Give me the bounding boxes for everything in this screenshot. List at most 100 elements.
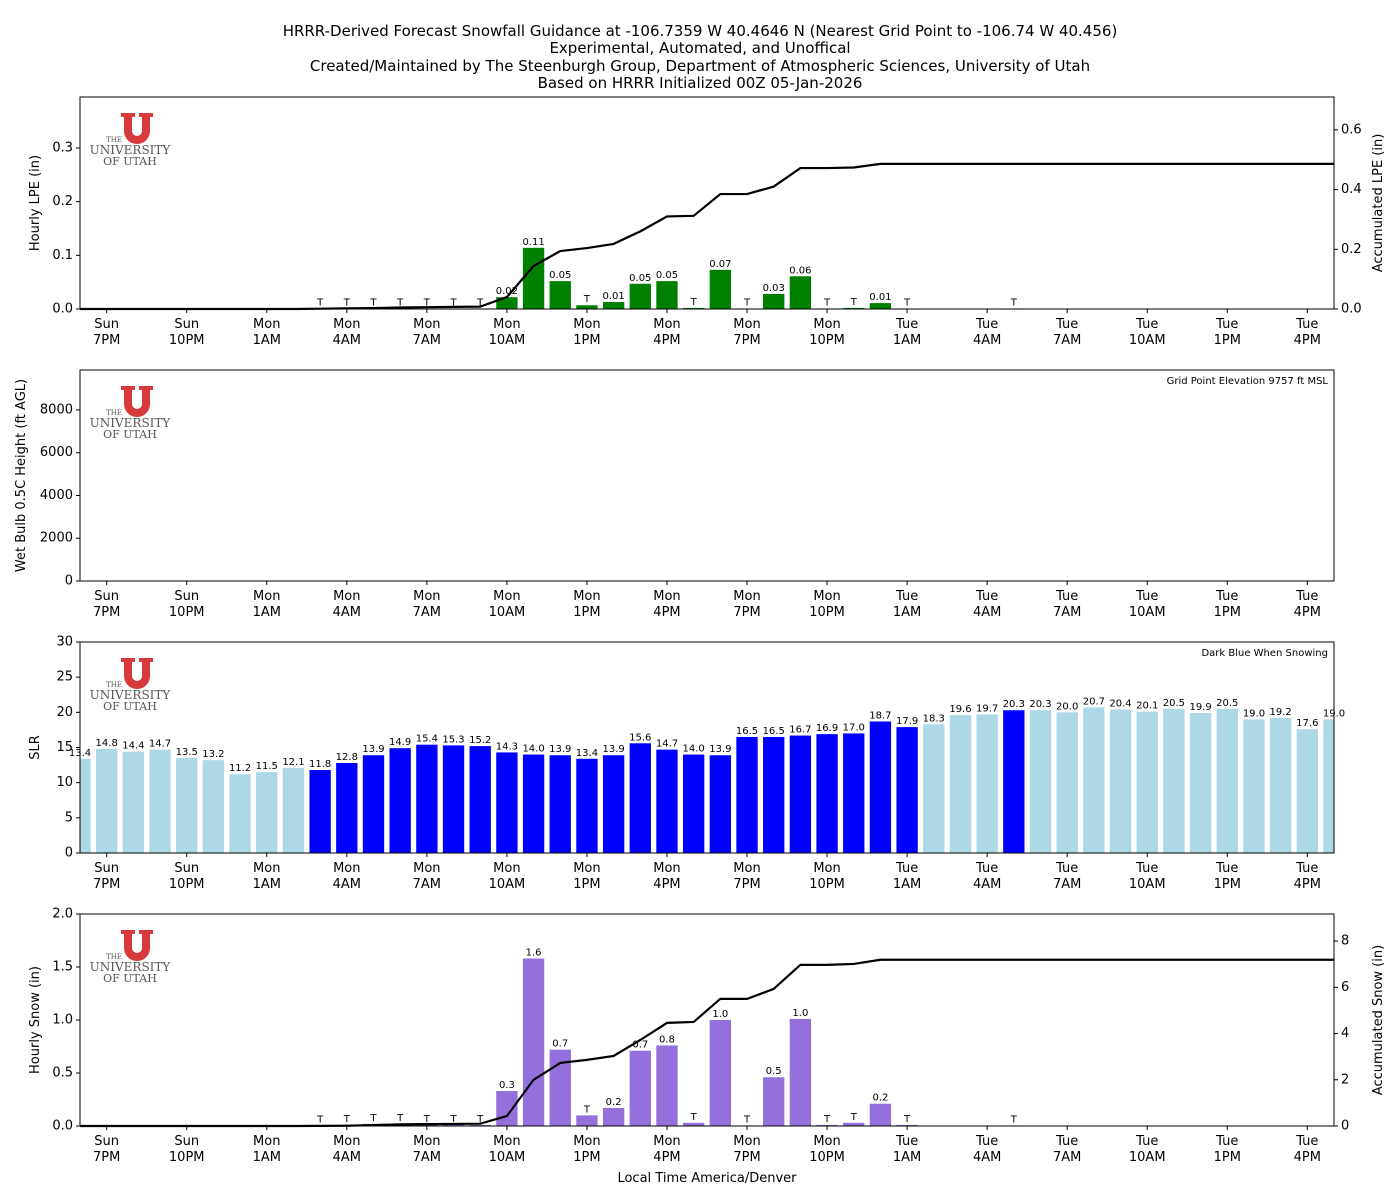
value-label: 14.4 xyxy=(122,741,144,752)
x-tick-label: Tue 10AM xyxy=(1128,589,1166,620)
value-label: 12.8 xyxy=(336,752,358,763)
bar xyxy=(496,1091,518,1126)
value-label: 20.7 xyxy=(1083,696,1105,707)
x-tick-label: Mon 10AM xyxy=(488,317,526,348)
bar xyxy=(362,755,385,853)
value-label: T xyxy=(690,1112,698,1123)
bar xyxy=(789,276,812,309)
bar xyxy=(576,305,598,309)
y-tick-label: 4000 xyxy=(40,488,73,503)
value-label: 11.8 xyxy=(309,759,331,770)
bar xyxy=(682,1122,705,1126)
bar xyxy=(629,1050,651,1126)
y-tick-label: 0.0 xyxy=(52,302,73,317)
value-label: 15.3 xyxy=(442,734,464,745)
value-label: 1.6 xyxy=(526,948,542,959)
y-tick-label: 2000 xyxy=(40,531,73,546)
x-tick-label: Mon 10AM xyxy=(488,861,526,892)
value-label: T xyxy=(850,1112,858,1123)
x-tick-label: Tue 1AM xyxy=(892,861,922,892)
bar xyxy=(549,755,571,853)
value-label: 18.3 xyxy=(923,713,945,724)
bar xyxy=(629,743,651,853)
value-label: 20.0 xyxy=(1056,701,1078,712)
y2-axis-label: Accumulated LPE (in) xyxy=(1371,134,1386,273)
y-tick-label: 8000 xyxy=(40,402,73,417)
x-tick-label: Tue 7AM xyxy=(1052,317,1082,348)
bar xyxy=(202,760,225,853)
x-tick-label: Mon 7PM xyxy=(733,317,761,348)
value-label: 11.5 xyxy=(256,761,278,772)
logo-text: THE xyxy=(106,681,122,689)
bar xyxy=(682,754,705,853)
x-tick-label: Mon 4PM xyxy=(653,317,681,348)
y2-tick-label: 8 xyxy=(1341,934,1349,949)
logo-text: OF UTAH xyxy=(103,155,157,168)
x-tick-label: Tue 4PM xyxy=(1293,589,1321,620)
plot-frame xyxy=(79,913,1335,1127)
y-tick-label: 30 xyxy=(56,635,73,650)
x-tick-label: Mon 10PM xyxy=(809,589,845,620)
x-tick-label: Mon 1AM xyxy=(252,589,281,620)
x-tick-label: Mon 7AM xyxy=(412,1134,442,1165)
logo-text: THE xyxy=(106,953,122,961)
value-label: 0.05 xyxy=(549,270,571,281)
bar xyxy=(709,1020,732,1126)
value-label: 16.5 xyxy=(736,726,758,737)
bar xyxy=(522,958,545,1126)
x-tick-label: Mon 10PM xyxy=(809,1134,845,1165)
bar xyxy=(656,1045,678,1126)
bar xyxy=(896,727,918,853)
value-label: 0.5 xyxy=(766,1066,782,1077)
y-tick-label: 5 xyxy=(65,810,73,825)
bar xyxy=(923,724,945,853)
bar xyxy=(80,758,91,853)
value-label: 20.5 xyxy=(1163,698,1185,709)
bar xyxy=(656,281,678,309)
bar xyxy=(522,247,545,309)
value-label: 19.7 xyxy=(976,703,998,714)
x-tick-label: Tue 1AM xyxy=(892,317,922,348)
bar xyxy=(709,755,732,853)
value-label: T xyxy=(423,297,431,308)
logo-text: UNIVERSITY xyxy=(90,960,172,974)
x-tick-label: Tue 1PM xyxy=(1213,589,1241,620)
value-label: 14.0 xyxy=(522,744,544,755)
value-label: 13.9 xyxy=(709,744,731,755)
value-label: T xyxy=(449,1114,457,1125)
y2-tick-label: 0 xyxy=(1341,1119,1349,1134)
value-label: 13.9 xyxy=(362,744,384,755)
bar xyxy=(496,752,518,853)
x-tick-label: Tue 1PM xyxy=(1213,317,1241,348)
x-tick-label: Tue 4PM xyxy=(1293,1134,1321,1165)
x-tick-label: Tue 4PM xyxy=(1293,861,1321,892)
x-tick-label: Tue 7AM xyxy=(1052,861,1082,892)
bar xyxy=(1163,708,1185,853)
x-tick-label: Tue 7AM xyxy=(1052,1134,1082,1165)
bar xyxy=(549,281,571,309)
value-label: T xyxy=(343,297,351,308)
value-label: T xyxy=(1010,1114,1018,1125)
value-label: 1.0 xyxy=(792,1008,808,1019)
x-tick-label: Tue 10AM xyxy=(1128,1134,1166,1165)
line xyxy=(80,162,1334,311)
y-tick-label: 0 xyxy=(65,574,73,589)
bar xyxy=(1056,712,1078,853)
bar xyxy=(122,751,145,853)
logo-text: OF UTAH xyxy=(103,972,157,985)
x-tick-label: Tue 1AM xyxy=(892,589,922,620)
value-label: 12.1 xyxy=(282,757,304,768)
x-tick-label: Tue 4AM xyxy=(972,317,1002,348)
x-tick-label: Mon 1PM xyxy=(573,861,601,892)
bar xyxy=(843,733,865,853)
value-label: T xyxy=(903,1114,911,1125)
y-tick-label: 0.0 xyxy=(52,1119,73,1134)
value-label: T xyxy=(423,1114,431,1125)
y-tick-label: 2.0 xyxy=(52,907,73,922)
bar xyxy=(843,1122,865,1126)
bar xyxy=(176,758,198,853)
value-label: T xyxy=(583,294,591,305)
